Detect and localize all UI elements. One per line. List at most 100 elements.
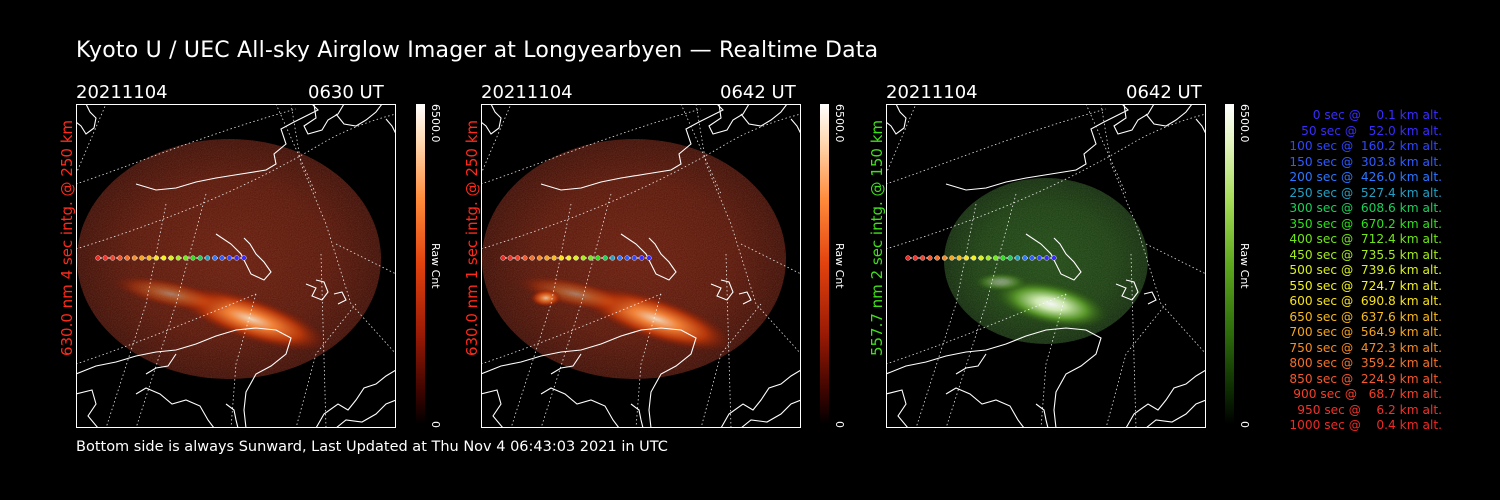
trajectory-point (175, 255, 181, 261)
legend-entry: 300 sec @ 608.6 km alt. (1289, 201, 1442, 215)
graticule-line (320, 253, 327, 428)
trajectory-point (1036, 255, 1043, 261)
trajectory-point (919, 255, 926, 261)
legend-entry: 0 sec @ 0.1 km alt. (1312, 108, 1442, 122)
trajectory-point (212, 255, 218, 261)
legend-entry: 900 sec @ 68.7 km alt. (1293, 387, 1442, 401)
coastline (76, 327, 292, 428)
graticule-line (725, 253, 732, 428)
graticule-line (335, 243, 396, 275)
coastline (630, 403, 644, 428)
trajectory-point (573, 255, 579, 261)
graticule (481, 104, 801, 428)
panel-ylabel: 630.0 nm 1 sec intg. @ 250 km (463, 119, 481, 357)
coastline (1145, 104, 1193, 127)
coastline (1113, 104, 1155, 135)
legend-entry: 400 sec @ 712.4 km alt. (1289, 232, 1442, 246)
legend-entry: 250 sec @ 527.4 km alt. (1289, 185, 1442, 200)
trajectory-point (941, 255, 948, 261)
graticule-line (76, 113, 396, 250)
aurora-arc (992, 279, 1110, 329)
trajectory-point (168, 255, 174, 261)
trajectory-point (912, 255, 918, 261)
colorbar (1225, 104, 1234, 424)
trajectory-point (544, 255, 550, 261)
coastline (481, 104, 502, 135)
trajectory-point (978, 255, 984, 261)
coastline (720, 369, 801, 428)
coastline (886, 104, 907, 135)
coastlines (886, 104, 1206, 428)
colorbar-unit-label: Raw Cnt (429, 243, 442, 289)
coastline (708, 104, 750, 135)
trajectory-point (234, 255, 240, 261)
trajectory-point (1029, 255, 1035, 261)
trajectory-point (161, 255, 167, 261)
coastline (335, 399, 396, 428)
panel-date: 20211104 (886, 82, 978, 103)
legend-entry: 850 sec @ 224.9 km alt. (1289, 371, 1442, 386)
legend-entry: 550 sec @ 724.7 km alt. (1289, 278, 1442, 293)
coastline (1145, 399, 1206, 428)
coastline (135, 104, 319, 191)
trajectory-point (197, 255, 203, 261)
legend-entry: 500 sec @ 739.6 km alt. (1289, 263, 1442, 277)
graticule-line (1100, 104, 1206, 355)
graticule-line (1085, 104, 1127, 195)
trajectory-point (102, 255, 108, 261)
graticule-line (481, 104, 512, 175)
trajectory-point (927, 255, 933, 261)
trajectory-point (241, 255, 247, 261)
legend-entry: 800 sec @ 359.2 km alt. (1289, 356, 1442, 370)
last-updated-note: Bottom side is always Sunward, Last Upda… (76, 439, 668, 455)
trajectory-point (992, 255, 999, 261)
graticule-line (1105, 303, 1167, 428)
coastline (1115, 279, 1139, 301)
trajectory-point (1000, 255, 1006, 261)
trajectory-point (514, 255, 521, 261)
coastline (481, 389, 504, 428)
trajectory-point (609, 255, 616, 261)
trajectory-point (646, 255, 652, 261)
colorbar-max-label: 6500.0 (833, 104, 846, 143)
graticule-line (510, 203, 572, 428)
legend-entry: 450 sec @ 735.5 km alt. (1289, 247, 1442, 262)
legend-entry: 50 sec @ 52.0 km alt. (1301, 123, 1442, 138)
map-frame (76, 104, 396, 428)
graticule-line (1130, 253, 1137, 428)
trajectory-point (507, 255, 513, 261)
graticule-line (481, 113, 801, 250)
colorbar (416, 104, 425, 424)
trajectory-point (566, 255, 572, 261)
coastline (955, 353, 987, 375)
coastline (740, 104, 788, 127)
trajectory-point (182, 255, 189, 261)
graticule-line (135, 193, 207, 428)
coastline (76, 389, 99, 428)
allsky-image-557nm-0642 (886, 104, 1206, 428)
coastline (385, 118, 396, 135)
trajectory-point (95, 255, 101, 261)
allsky-image-630nm-0642 (481, 104, 801, 428)
trajectory-point (219, 255, 225, 261)
aurora-arc (112, 275, 230, 313)
trajectory-point (190, 255, 196, 261)
panel-date: 20211104 (481, 82, 573, 103)
colorbar-max-label: 6500.0 (1238, 104, 1251, 143)
graticule-line (1145, 243, 1206, 275)
trajectory-point (587, 255, 594, 261)
trajectory-point (1022, 255, 1028, 261)
graticule-line (695, 104, 801, 355)
graticule-line (290, 104, 396, 355)
legend-entry: 700 sec @ 564.9 km alt. (1289, 325, 1442, 339)
coastline (315, 369, 396, 428)
coastline (790, 118, 801, 135)
coastline (225, 403, 239, 428)
coastline (215, 233, 272, 281)
coastline (886, 327, 1102, 428)
trajectory (905, 255, 1057, 261)
trajectory-point (624, 255, 630, 261)
graticule-line (230, 293, 257, 428)
trajectory-point (117, 255, 123, 261)
trajectory-point (985, 255, 991, 261)
